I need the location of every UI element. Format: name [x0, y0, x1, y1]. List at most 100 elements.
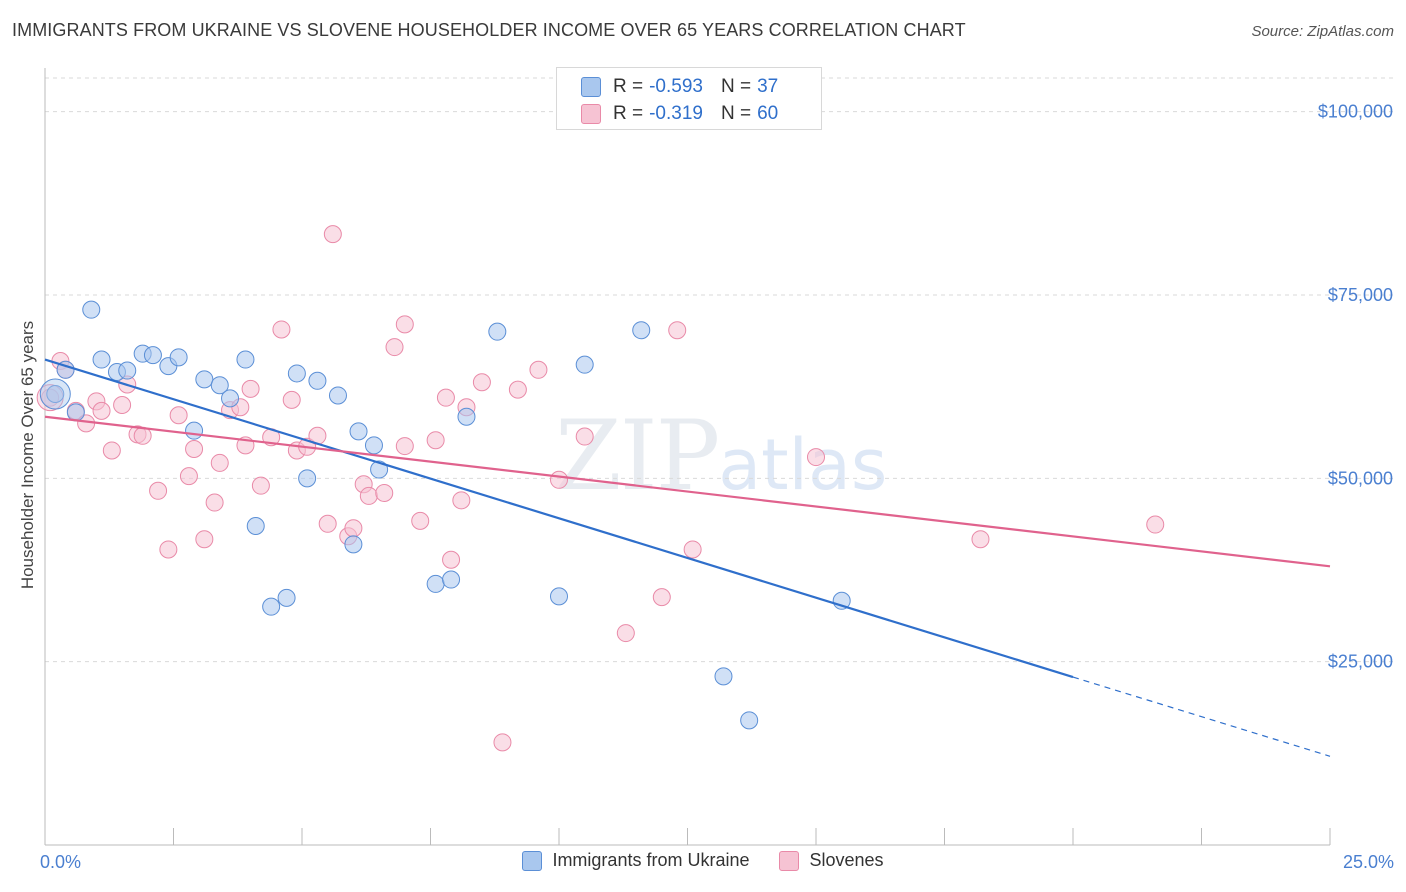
y-tick-label: $25,000 — [1328, 652, 1393, 672]
data-point — [375, 484, 394, 502]
data-point — [344, 535, 363, 554]
trend-line-slovenes — [44, 415, 1331, 568]
data-point — [323, 225, 342, 244]
data-point — [298, 469, 317, 488]
data-point — [550, 470, 568, 489]
data-point — [246, 517, 265, 535]
data-point — [185, 440, 204, 458]
data-point — [282, 390, 301, 409]
x-tick-label-max: 25.0% — [1342, 852, 1394, 872]
data-point — [39, 378, 71, 410]
data-point — [118, 361, 137, 380]
n-label: N = — [720, 76, 752, 97]
series-ukraine-points — [39, 300, 851, 730]
data-point — [436, 388, 455, 407]
legend: Immigrants from Ukraine Slovenes — [0, 850, 1406, 871]
data-point — [318, 514, 337, 533]
data-point — [241, 379, 260, 398]
data-point — [488, 322, 507, 341]
data-point — [442, 550, 461, 569]
data-point — [92, 401, 111, 420]
data-point — [426, 574, 445, 593]
n-label: N = — [720, 103, 752, 124]
y-tick-label: $100,000 — [1318, 102, 1393, 122]
chart-source: Source: ZipAtlas.com — [1251, 23, 1394, 40]
stats-row-slovene: R = -0.319 N = 60 — [581, 101, 778, 127]
data-point — [195, 530, 214, 549]
grid-lines — [45, 77, 1395, 663]
data-point — [616, 624, 635, 643]
data-point — [529, 360, 548, 379]
correlation-stats-box: R = -0.593 N = 37 R = -0.319 N = 60 — [556, 67, 822, 130]
data-point — [236, 350, 255, 369]
data-point — [508, 380, 527, 399]
legend-item-ukraine[interactable]: Immigrants from Ukraine — [522, 850, 749, 871]
data-point — [66, 403, 85, 422]
legend-swatch-slovenes — [779, 850, 800, 871]
watermark: ZIPatlas — [555, 400, 887, 512]
watermark-atlas: atlas — [718, 424, 888, 506]
y-tick-label: $75,000 — [1328, 285, 1393, 305]
r-value-ukraine: -0.593 — [649, 76, 703, 97]
data-point — [807, 448, 825, 467]
trend-line-ukraine-extension — [1072, 676, 1331, 757]
data-point — [550, 587, 568, 606]
data-point — [442, 570, 461, 589]
data-point — [493, 733, 512, 752]
data-point — [195, 370, 214, 389]
data-point — [740, 711, 759, 730]
data-point — [632, 321, 651, 340]
data-point — [683, 540, 702, 559]
y-axis-label: Householder Income Over 65 years — [18, 320, 37, 590]
data-point — [344, 519, 363, 538]
data-point — [328, 386, 347, 405]
data-point — [262, 597, 281, 616]
data-point — [349, 422, 368, 441]
axes — [44, 68, 1331, 846]
legend-swatch-ukraine — [522, 850, 543, 871]
data-point — [426, 431, 445, 450]
data-point — [169, 406, 188, 425]
data-point — [277, 588, 296, 607]
data-point — [359, 486, 378, 505]
data-point — [668, 321, 687, 340]
data-point — [364, 436, 383, 455]
trend-line-ukraine — [44, 358, 1074, 679]
data-point — [159, 540, 178, 559]
legend-item-slovenes[interactable]: Slovenes — [779, 850, 884, 871]
data-point — [113, 396, 132, 414]
y-tick-labels: $25,000 $50,000 $75,000 $100,000 — [1318, 102, 1393, 672]
data-point — [308, 371, 327, 390]
data-point — [205, 493, 224, 512]
data-point — [457, 407, 476, 426]
data-point — [143, 346, 162, 365]
data-point — [210, 453, 229, 472]
data-point — [169, 348, 188, 367]
data-point — [221, 389, 240, 408]
data-point — [452, 491, 471, 510]
data-point — [714, 667, 733, 686]
data-point — [411, 511, 430, 530]
data-point — [287, 364, 306, 383]
slovene-swatch — [581, 104, 601, 124]
data-point — [395, 437, 414, 456]
legend-label-ukraine: Immigrants from Ukraine — [552, 850, 750, 870]
ukraine-swatch — [581, 77, 601, 97]
data-point — [185, 421, 204, 440]
data-point — [210, 376, 229, 395]
data-point — [385, 338, 404, 357]
data-point — [102, 441, 121, 460]
n-value-slovene: 60 — [757, 103, 779, 124]
data-point — [472, 373, 491, 392]
data-point — [82, 300, 101, 319]
x-tick-label-min: 0.0% — [40, 852, 82, 872]
data-point — [179, 467, 198, 486]
n-value-ukraine: 37 — [757, 76, 779, 97]
data-point — [370, 460, 389, 479]
stats-row-ukraine: R = -0.593 N = 37 — [581, 74, 778, 100]
data-point — [251, 476, 270, 495]
chart-title: IMMIGRANTS FROM UKRAINE VS SLOVENE HOUSE… — [12, 20, 966, 40]
data-point — [575, 355, 594, 374]
r-value-slovene: -0.319 — [649, 103, 703, 124]
